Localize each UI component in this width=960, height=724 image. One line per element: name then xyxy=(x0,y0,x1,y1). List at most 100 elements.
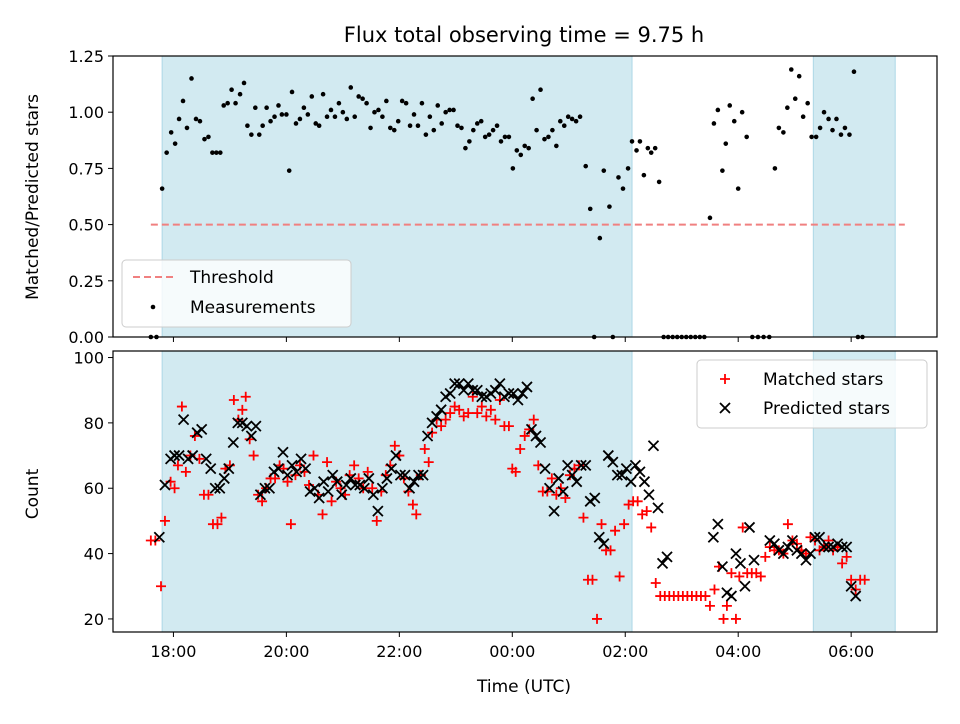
bottom-y-tick-label: 100 xyxy=(73,349,104,368)
predicted-star-point xyxy=(331,476,343,488)
matched-star-point xyxy=(709,584,720,595)
measurement-point xyxy=(514,148,520,153)
predicted-star-point xyxy=(850,590,862,602)
predicted-star-point xyxy=(598,538,610,550)
matched-star-point xyxy=(485,404,496,415)
measurement-point xyxy=(645,145,651,151)
predicted-star-point xyxy=(748,554,760,566)
predicted-star-point xyxy=(363,472,375,485)
measurement-point xyxy=(260,123,265,128)
predicted-star-point xyxy=(611,469,623,481)
matched-star-point xyxy=(632,496,643,507)
predicted-star-point xyxy=(521,381,533,393)
measurement-point xyxy=(522,143,528,149)
measurement-point xyxy=(293,121,299,126)
measurement-point xyxy=(587,206,593,212)
predicted-star-point xyxy=(403,482,416,494)
predicted-star-point xyxy=(580,459,592,471)
matched-star-point xyxy=(737,522,748,533)
measurement-point xyxy=(301,105,307,111)
measurement-point xyxy=(214,150,219,155)
measurement-point xyxy=(268,118,273,124)
predicted-star-point xyxy=(385,462,398,475)
predicted-star-point xyxy=(322,485,334,498)
predicted-star-point xyxy=(259,482,271,494)
measurement-point xyxy=(336,100,342,106)
measurement-point xyxy=(289,89,295,95)
predicted-star-point xyxy=(566,469,578,481)
measurement-point xyxy=(180,98,186,104)
matched-star-point xyxy=(841,551,852,562)
measurement-point xyxy=(399,98,405,104)
predicted-star-point xyxy=(786,534,799,547)
predicted-star-point xyxy=(841,541,853,553)
matched-star-point xyxy=(367,483,378,494)
measurement-point xyxy=(785,105,790,111)
predicted-star-point xyxy=(340,479,352,491)
matched-star-point xyxy=(519,430,530,441)
matched-star-point xyxy=(467,391,478,402)
predicted-star-point xyxy=(643,489,655,501)
measurement-point xyxy=(210,150,215,155)
predicted-star-point xyxy=(716,561,729,573)
predicted-star-point xyxy=(712,518,724,530)
measurement-point xyxy=(164,150,169,155)
predicted-star-point xyxy=(743,521,756,534)
predicted-star-point xyxy=(200,453,212,465)
measurement-point xyxy=(253,105,258,111)
predicted-star-point xyxy=(336,489,348,501)
predicted-star-point xyxy=(593,531,605,543)
predicted-star-point xyxy=(616,469,628,481)
matched-star-point xyxy=(419,444,430,455)
predicted-star-point xyxy=(548,505,560,517)
matched-star-point xyxy=(859,574,870,585)
predicted-star-point xyxy=(507,387,520,400)
matched-star-point xyxy=(721,600,732,611)
matched-star-point xyxy=(476,401,487,412)
measurement-point xyxy=(189,76,194,81)
measurement-point xyxy=(316,123,322,128)
measurement-point xyxy=(443,109,448,115)
measurement-point xyxy=(324,114,330,119)
bottom-y-axis-label: Count xyxy=(23,468,43,519)
measurement-point xyxy=(451,107,456,113)
measurement-point xyxy=(332,114,338,119)
top-y-tick-label: 1.00 xyxy=(68,103,104,122)
predicted-star-point xyxy=(286,459,298,471)
measurement-point xyxy=(309,94,315,99)
measurement-point xyxy=(838,132,844,137)
predicted-star-point xyxy=(813,531,826,543)
matched-star-point xyxy=(726,568,737,579)
predicted-star-point xyxy=(656,557,669,570)
measurement-point xyxy=(727,103,733,108)
measurement-point xyxy=(463,145,468,151)
predicted-star-point xyxy=(503,387,515,400)
predicted-star-point xyxy=(467,384,479,396)
measurements-legend-label: Measurements xyxy=(190,298,316,318)
predicted-star-point xyxy=(290,466,303,478)
measurement-point xyxy=(731,118,737,124)
matched-star-point xyxy=(203,489,214,500)
predicted-star-point xyxy=(394,469,407,481)
predicted-star-point xyxy=(295,453,307,465)
matched-star-point xyxy=(176,401,187,412)
measurement-point xyxy=(744,134,749,140)
predicted-star-point xyxy=(376,482,389,494)
measurement-point xyxy=(272,114,277,119)
measurement-point xyxy=(471,127,476,133)
measurement-point xyxy=(221,103,226,108)
predicted-star-point xyxy=(512,394,524,406)
matched-star-point xyxy=(436,421,447,432)
measurement-point xyxy=(554,143,559,149)
measurement-point xyxy=(707,215,713,221)
measurement-point xyxy=(364,100,369,106)
matched-star-point xyxy=(528,414,539,425)
predicted-star-point xyxy=(444,387,456,400)
measurement-point xyxy=(502,134,508,140)
measurement-point xyxy=(711,121,717,126)
matched-star-point xyxy=(546,473,557,484)
matched-star-point xyxy=(159,515,170,526)
measurement-point xyxy=(352,114,358,119)
measurement-point xyxy=(542,136,547,142)
measurement-point xyxy=(459,125,464,131)
